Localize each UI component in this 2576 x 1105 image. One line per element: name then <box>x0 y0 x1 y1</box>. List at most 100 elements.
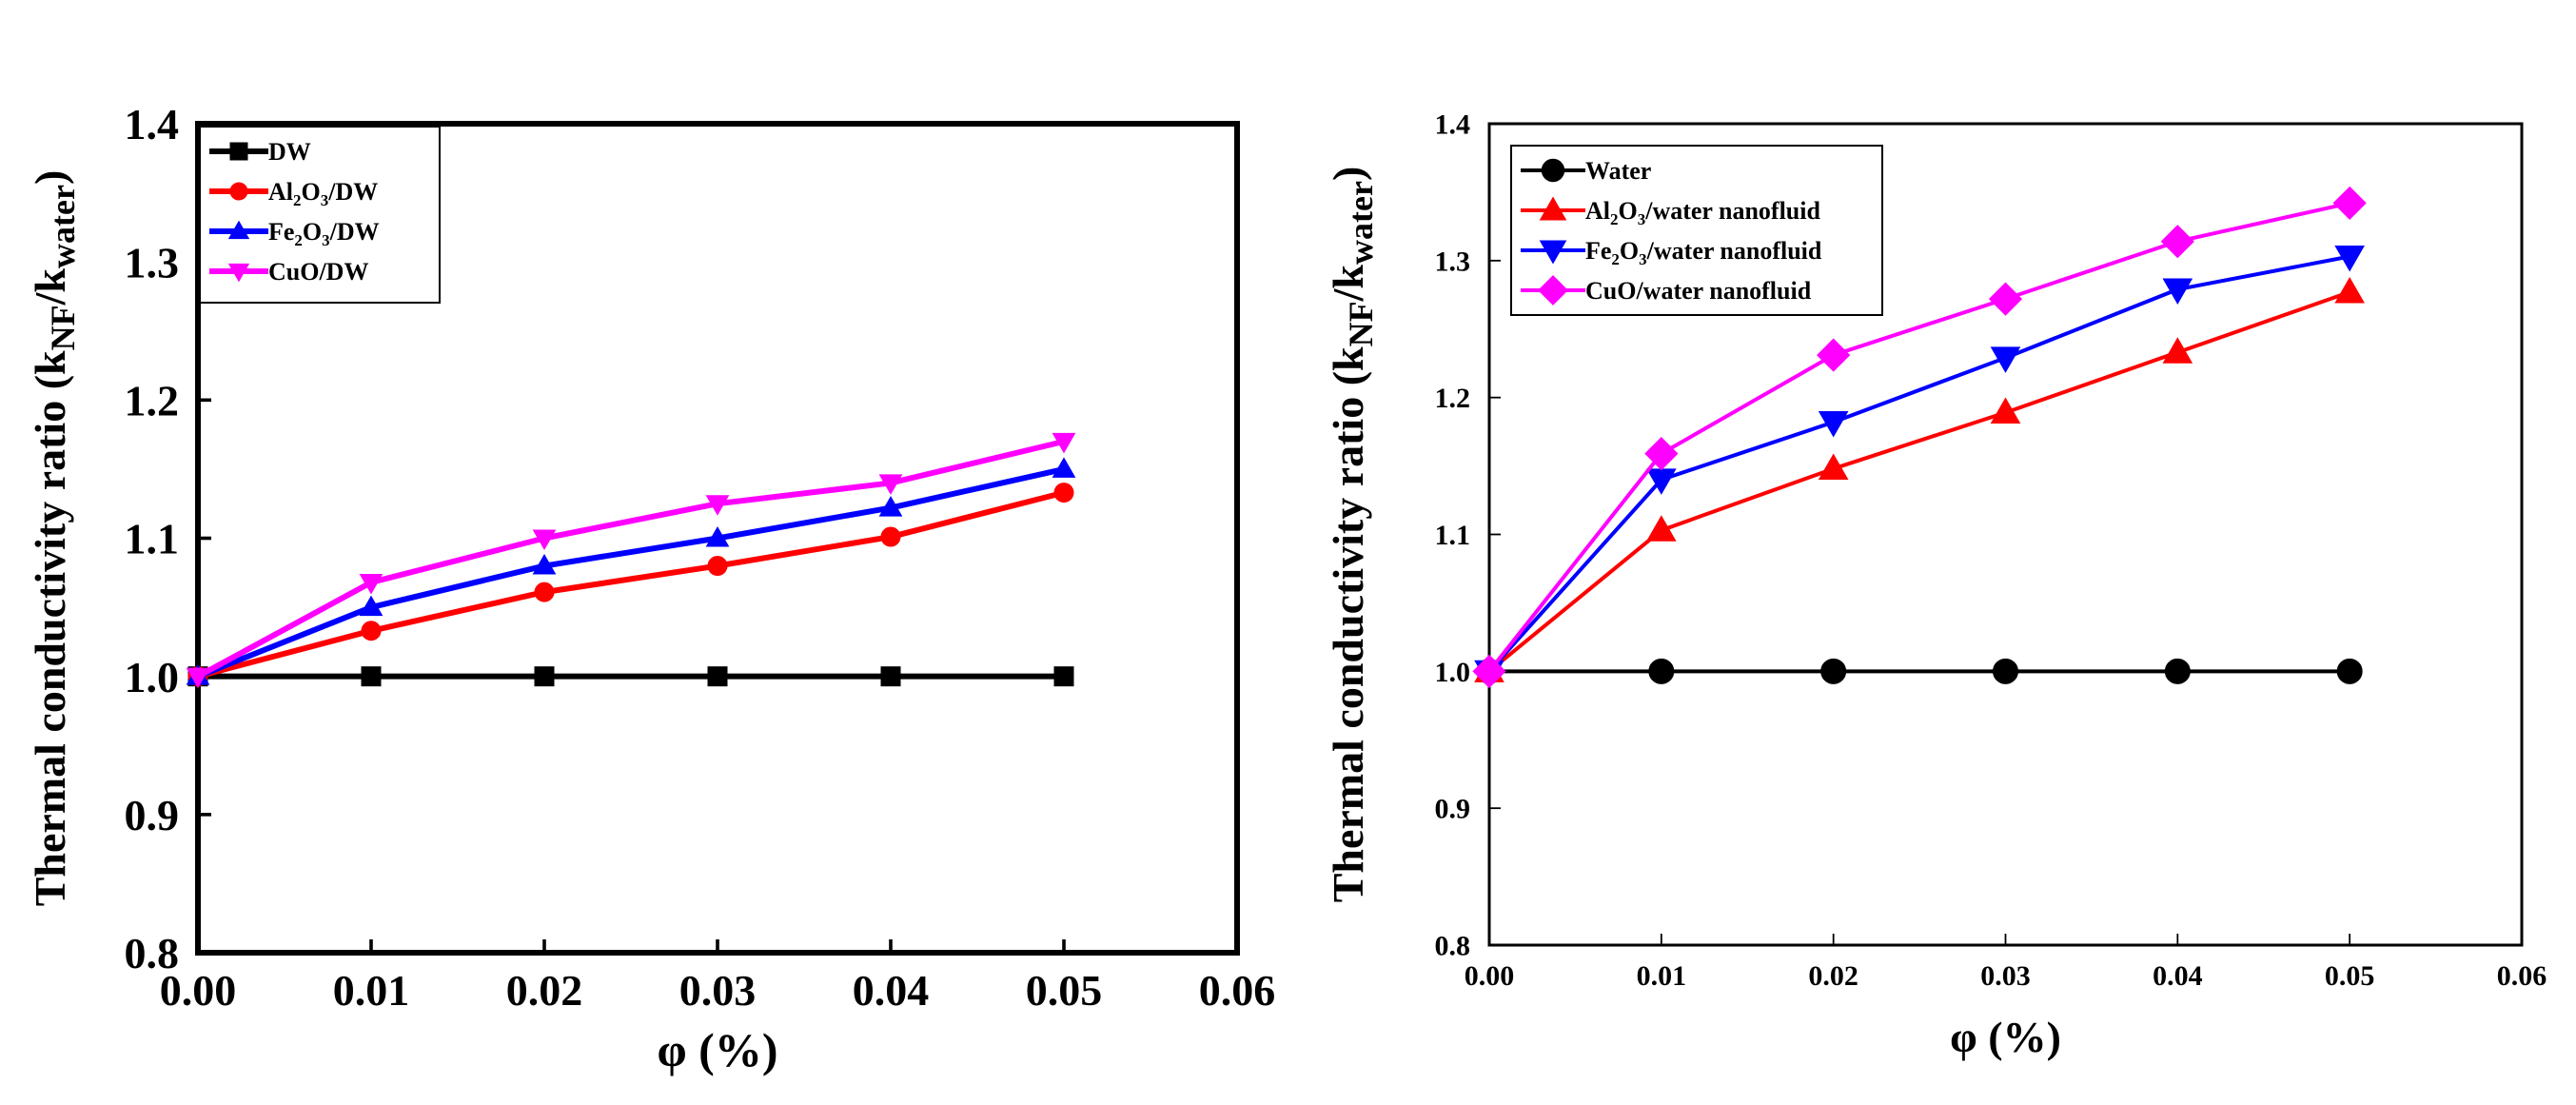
legend-label: CuO/water nanofluid <box>1585 277 1812 305</box>
series-DW <box>187 666 1074 687</box>
data-point <box>1472 654 1506 688</box>
data-point <box>707 666 728 687</box>
x-tick-label: 0.00 <box>1465 960 1515 992</box>
data-point <box>1993 658 2018 684</box>
legend-label: Water <box>1585 157 1651 185</box>
y-axis-title: Thermal conductivity ratio (kNF/kwater) <box>26 170 82 907</box>
text-span: ) <box>26 170 74 185</box>
text-span: Fe <box>268 218 294 246</box>
series-Al2O3/DW <box>187 483 1074 687</box>
text-span: CuO/water nanofluid <box>1585 277 1812 305</box>
data-point <box>1990 346 2021 373</box>
x-tick-label: 0.01 <box>333 966 410 1015</box>
legend-label: CuO/DW <box>268 258 368 286</box>
y-tick-label: 1.2 <box>1435 383 1471 414</box>
data-point <box>1053 483 1074 503</box>
x-tick-label: 0.03 <box>679 966 757 1015</box>
data-point <box>707 556 728 577</box>
series-CuO/DW <box>186 432 1076 689</box>
data-point <box>1646 515 1677 542</box>
data-point <box>2336 658 2363 684</box>
data-point <box>1988 282 2023 316</box>
y-tick-label: 1.4 <box>125 100 180 148</box>
text-span: O <box>1620 237 1639 265</box>
legend-marker <box>1538 275 1568 306</box>
text-span: O <box>302 178 321 206</box>
legend-marker <box>1541 158 1565 183</box>
data-point <box>1990 397 2021 424</box>
legend-marker <box>229 182 248 201</box>
series-Al2O3/water nanofluid <box>1474 276 2365 682</box>
text-span: 2 <box>294 231 303 249</box>
text-span: 3 <box>321 191 329 209</box>
text-span: Water <box>1585 157 1651 185</box>
data-point <box>1648 658 1675 684</box>
data-point <box>878 474 903 495</box>
data-point <box>2160 225 2194 259</box>
data-point <box>186 667 210 689</box>
text-span: CuO/DW <box>268 258 368 286</box>
y-axis-title: Thermal conductivity ratio (kNF/kwater) <box>1324 167 1380 903</box>
data-point <box>2162 278 2193 305</box>
text-span: Thermal conductivity ratio (k <box>26 350 74 906</box>
text-span: /DW <box>327 178 378 206</box>
text-span: /water nanofluid <box>1646 237 1822 265</box>
series-line <box>1487 254 2350 673</box>
data-point <box>534 666 555 687</box>
data-point <box>1820 658 1847 684</box>
legend-label: DW <box>268 138 311 166</box>
series-line <box>1487 290 2350 673</box>
y-tick-label: 1.1 <box>125 515 180 563</box>
text-span: Al <box>1585 197 1610 225</box>
data-point <box>878 496 903 517</box>
text-span: 3 <box>322 231 330 249</box>
legend-marker <box>227 220 250 240</box>
legend-box <box>1510 145 1883 316</box>
data-point <box>1052 432 1076 454</box>
x-tick-label: 0.03 <box>1980 960 2031 992</box>
legend-label: Fe2O3/water nanofluid <box>1585 237 1822 268</box>
text-span: /k <box>1324 265 1372 303</box>
x-tick-label: 0.06 <box>2497 960 2547 992</box>
y-tick-label: 1.0 <box>1435 657 1471 688</box>
series-line <box>197 489 1065 680</box>
y-tick-label: 0.9 <box>125 791 180 839</box>
x-tick-label: 0.04 <box>853 966 930 1015</box>
text-span: NF <box>44 305 82 350</box>
data-point <box>880 666 901 687</box>
series-CuO/water nanofluid <box>1472 186 2367 688</box>
series-Water <box>1476 658 2363 684</box>
text-span: /water nanofluid <box>1644 197 1820 225</box>
x-tick-label: 0.01 <box>1637 960 1687 992</box>
legend-marker <box>229 142 248 161</box>
data-point <box>359 573 383 595</box>
series-line <box>1487 201 2350 673</box>
data-point <box>532 554 557 575</box>
data-point <box>880 526 901 547</box>
legend-label: Al2O3/DW <box>268 178 378 209</box>
data-point <box>2332 186 2367 221</box>
data-point <box>359 595 383 617</box>
chart-panel-right: 0.00 0.01 0.02 0.03 0.04 0.05 0.06 0.8 0.9 1.0 1.1… <box>1324 109 2547 1062</box>
text-span: 2 <box>1610 210 1619 228</box>
y-tick-label: 1.3 <box>1435 246 1471 277</box>
text-span: Fe <box>1585 237 1611 265</box>
y-tick-label: 1.4 <box>1435 109 1471 141</box>
series-line <box>196 438 1065 680</box>
y-tick-label: 1.2 <box>125 376 180 424</box>
series-Fe2O3/DW <box>186 457 1076 685</box>
data-point <box>2164 658 2191 684</box>
y-tick-label: 1.0 <box>125 653 180 701</box>
data-point <box>1052 457 1076 478</box>
series-line <box>196 465 1065 680</box>
data-point <box>2334 245 2365 272</box>
data-point <box>2162 337 2193 364</box>
x-tick-label: 0.05 <box>2325 960 2375 992</box>
data-point <box>1818 453 1849 481</box>
text-span: O <box>1619 197 1638 225</box>
chart-panel-left: 0.00 0.01 0.02 0.03 0.04 0.05 0.06 0.8 0.9 1.0 1.1… <box>26 100 1275 1076</box>
y-tick-label: 0.8 <box>125 929 180 977</box>
